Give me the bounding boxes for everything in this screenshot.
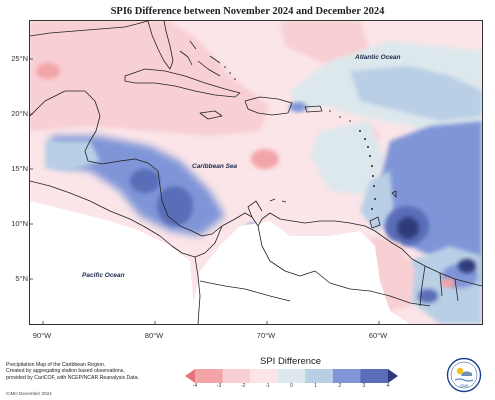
pink-patch-atlantic-2 <box>36 63 60 79</box>
legend-swatch-0 <box>185 369 195 383</box>
coastline-paraguana <box>247 200 263 218</box>
border-colombia-ecuador <box>199 280 291 302</box>
blue-patch-suriname <box>418 289 438 303</box>
pink-anomaly-nw <box>30 21 270 136</box>
legend-tick-label: 0 <box>290 383 293 389</box>
legend-tick-label: -4 <box>192 383 198 389</box>
darkest-blue-core-east <box>397 217 419 239</box>
island-trinidad <box>369 216 381 229</box>
legend-swatch-6 <box>332 369 361 383</box>
island-hispaniola <box>244 96 293 116</box>
map-title: SPI6 Difference between November 2024 an… <box>110 6 385 17</box>
blue-patch-atlantic-center <box>370 88 400 104</box>
lesser-antilles-dots <box>224 66 376 210</box>
coastline-gulf-mexico <box>30 21 149 37</box>
lat-label-15n: 15°N <box>11 164 28 173</box>
credits-block: Precipitation Map of the Caribbean Regio… <box>6 362 171 398</box>
legend-swatch-5 <box>305 369 334 383</box>
blue-anomaly-atlantic <box>350 66 482 121</box>
pacific-ocean-label: Pacific Ocean <box>82 272 125 279</box>
island-bahamas-2 <box>197 60 221 77</box>
lon-label-60w: 60°W <box>368 331 388 340</box>
lat-label-5n: 5°N <box>15 274 28 283</box>
island-aruba-curacao <box>269 198 287 203</box>
island-cuba <box>124 68 241 98</box>
legend-swatch-4 <box>277 369 306 383</box>
credits-line-1: Precipitation Map of the Caribbean Regio… <box>6 362 106 368</box>
legend-tick-label: -3 <box>216 383 222 389</box>
credits-footer: CIMH December 2024 <box>6 391 52 397</box>
coastline-panama <box>194 225 223 258</box>
legend-colorbar <box>185 369 398 389</box>
island-barbados <box>391 190 397 198</box>
coastline-central-america-pacific <box>30 180 196 258</box>
legend-swatch-7 <box>360 369 389 383</box>
pink-anomaly-n <box>280 21 370 66</box>
south-america-nodata <box>190 221 410 324</box>
pink-patch-guyana <box>441 278 455 288</box>
coastline-south-america-pacific <box>194 256 201 324</box>
legend-swatch-1 <box>195 369 224 383</box>
island-bahamas-3 <box>189 40 197 50</box>
border-guianas <box>419 265 459 307</box>
island-bahamas-1 <box>179 50 193 66</box>
border-colombia-venezuela <box>257 225 316 277</box>
coastline-central-america-caribbean <box>84 140 223 237</box>
dark-blue-core-honduras <box>130 169 160 193</box>
cimh-logo: CIMH <box>446 357 482 393</box>
credits-line-2: Created by aggregating station based obs… <box>6 368 125 375</box>
lon-label-90w: 90°W <box>32 331 52 340</box>
legend-bar-svg <box>185 369 398 383</box>
lat-label-20n: 20°N <box>11 109 28 118</box>
legend-tick-label: -2 <box>241 383 246 389</box>
blue-patch-small <box>289 102 307 112</box>
island-bahamas-4 <box>209 55 221 64</box>
legend-tick-label: -1 <box>265 383 270 389</box>
lon-label-70w: 70°W <box>256 331 276 340</box>
neutral-band-east-caribbean <box>310 121 385 196</box>
lat-label-10n: 10°N <box>11 219 28 228</box>
pink-patch-caribbean <box>251 149 279 169</box>
legend-tick-label: 1 <box>314 383 318 389</box>
coastline-yucatan <box>30 90 101 142</box>
caribbean-sea-label: Caribbean Sea <box>192 163 238 170</box>
map-canvas <box>30 21 482 324</box>
coastlines <box>30 21 482 324</box>
map-panel: Atlantic Ocean Caribbean Sea Pacific Oce… <box>29 20 483 325</box>
frame-ticks <box>30 58 380 324</box>
coastline-florida <box>147 21 174 70</box>
dark-blue-core-nicaragua <box>157 186 193 226</box>
legend-swatch-8 <box>388 369 398 383</box>
legend-tick-label: 3 <box>362 383 366 389</box>
legend-swatch-3 <box>250 369 279 383</box>
legend-title: SPI Difference <box>260 356 322 367</box>
atlantic-ocean-label: Atlantic Ocean <box>355 54 401 61</box>
blue-anomaly-east-light <box>360 171 395 231</box>
blue-anomaly-east <box>375 121 482 286</box>
border-venezuela-brazil <box>314 270 431 307</box>
lon-label-80w: 80°W <box>144 331 164 340</box>
credits-line-3: provided by CariCOF, with NCEP/NCAR Rean… <box>6 374 139 381</box>
island-jamaica <box>199 110 223 120</box>
legend-swatch-2 <box>222 369 251 383</box>
lat-label-25n: 25°N <box>11 54 28 63</box>
legend-tick-label: 2 <box>338 383 342 389</box>
island-puerto-rico <box>304 105 323 113</box>
pacific-nodata <box>30 201 195 324</box>
coastline-south-america-north <box>221 212 482 287</box>
dark-blue-core-guianas <box>458 259 476 273</box>
logo-label: CIMH <box>460 384 469 388</box>
legend-tick-label: 4 <box>386 383 390 389</box>
